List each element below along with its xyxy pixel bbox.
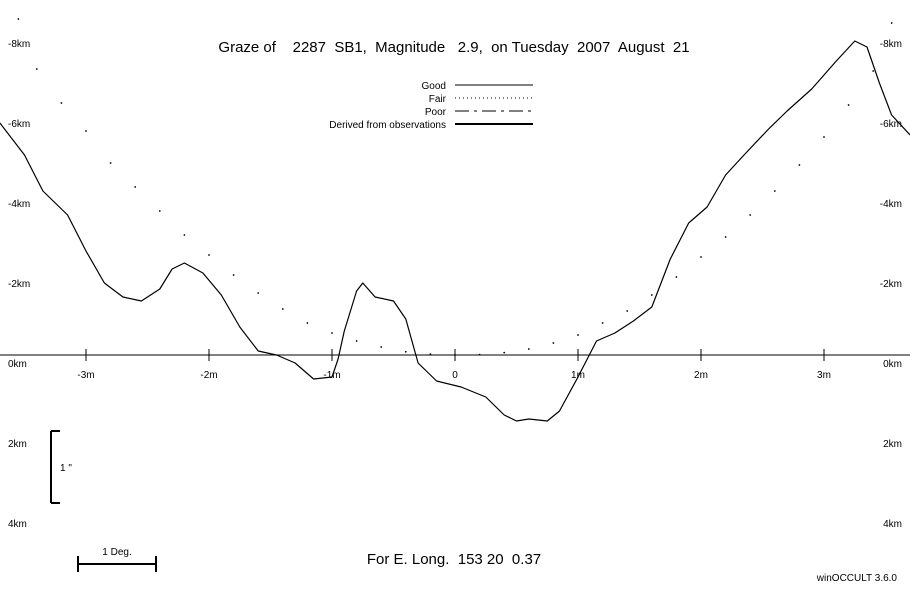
- longitude-label: For E. Long. 153 20 0.37: [367, 551, 541, 568]
- series-point: [257, 292, 260, 294]
- series-point: [35, 68, 38, 70]
- legend-label-fair: Fair: [429, 94, 447, 105]
- y-tick-label-right: 0km: [883, 359, 902, 370]
- series-derived-from-observations-line: [0, 40, 910, 422]
- series-point: [872, 70, 875, 72]
- y-tick-label-left: -8km: [8, 39, 30, 50]
- series-point: [109, 162, 112, 164]
- series-point: [380, 346, 383, 348]
- vertical-scale-label: 1 ": [60, 463, 72, 474]
- series-point: [823, 136, 825, 138]
- series-point: [478, 353, 481, 356]
- series-point: [306, 322, 309, 324]
- legend-label-good: Good: [422, 81, 446, 92]
- series-point: [429, 353, 432, 356]
- series-point: [847, 104, 850, 106]
- y-tick-label-right: 4km: [883, 519, 902, 530]
- series-point: [552, 342, 555, 344]
- series-fair: [17, 18, 893, 356]
- series-point: [527, 348, 530, 350]
- series-point: [650, 294, 653, 296]
- series-point: [700, 256, 702, 258]
- software-credit: winOCCULT 3.6.0: [816, 573, 898, 584]
- series-point: [890, 22, 893, 24]
- series-point: [134, 186, 137, 188]
- y-tick-label-left: 4km: [8, 519, 27, 530]
- legend-label-poor: Poor: [425, 107, 447, 118]
- series-point: [158, 210, 161, 212]
- y-tick-label-right: -2km: [880, 279, 902, 290]
- series-point: [232, 274, 235, 276]
- y-tick-label-left: -2km: [8, 279, 30, 290]
- series-point: [773, 190, 776, 192]
- series-point: [626, 310, 629, 312]
- y-tick-label-left: -4km: [8, 199, 30, 210]
- series-point: [675, 276, 678, 278]
- series-point: [404, 350, 407, 353]
- series-layer: [0, 18, 910, 422]
- series-point: [17, 18, 20, 20]
- horizontal-scale-label: 1 Deg.: [102, 547, 131, 558]
- x-tick-label: 3m: [817, 370, 831, 381]
- chart-title: Graze of 2287 SB1, Magnitude 2.9, on Tue…: [218, 39, 689, 56]
- x-tick-label: 2m: [694, 370, 708, 381]
- y-tick-label-right: -6km: [880, 119, 902, 130]
- y-tick-label-right: -4km: [880, 199, 902, 210]
- series-point: [503, 351, 506, 354]
- series-point: [454, 354, 456, 356]
- series-point: [577, 334, 579, 336]
- horizontal-scale-bar: 1 Deg.: [77, 547, 157, 572]
- legend: Good Fair Poor Derived from observations: [329, 81, 533, 131]
- series-point: [85, 130, 87, 132]
- series-point: [331, 332, 333, 334]
- y-tick-label-right: -8km: [880, 39, 902, 50]
- series-point: [355, 340, 358, 342]
- series-point: [281, 308, 284, 310]
- y-tick-label-left: 0km: [8, 359, 27, 370]
- y-tick-label-right: 2km: [883, 439, 902, 450]
- y-tick-label-left: 2km: [8, 439, 27, 450]
- series-point: [601, 322, 604, 324]
- series-point: [798, 164, 801, 166]
- series-point: [60, 102, 63, 104]
- y-tick-label-left: -6km: [8, 119, 30, 130]
- series-point: [208, 254, 210, 256]
- vertical-scale-bar: 1 ": [50, 430, 72, 504]
- x-tick-label: 0: [452, 370, 458, 381]
- series-point: [749, 214, 752, 216]
- x-tick-label: 1m: [571, 370, 585, 381]
- series-point: [724, 236, 727, 238]
- series-point: [183, 234, 186, 236]
- x-tick-label: -3m: [77, 370, 94, 381]
- legend-label-derived: Derived from observations: [329, 120, 446, 131]
- x-tick-label: -2m: [200, 370, 217, 381]
